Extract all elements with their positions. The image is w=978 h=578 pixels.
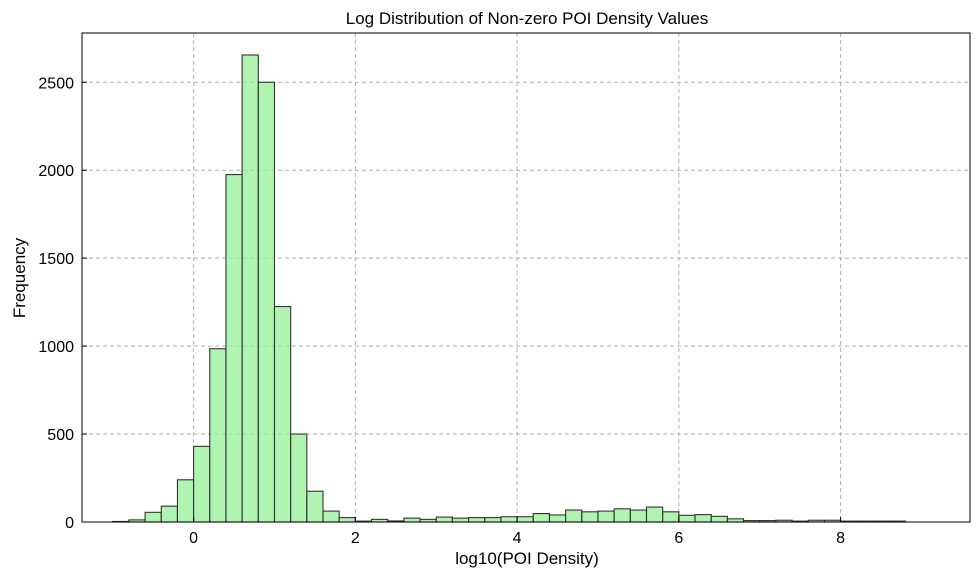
histogram-bar: [662, 511, 680, 523]
histogram-bars: [112, 54, 906, 523]
histogram-bar: [241, 54, 259, 523]
x-tick-label: 0: [189, 530, 198, 547]
x-tick-label: 6: [674, 530, 683, 547]
y-tick-label: 2500: [38, 75, 74, 92]
y-tick-label: 500: [47, 427, 74, 444]
histogram-bar: [629, 509, 648, 523]
histogram-bar: [435, 516, 453, 523]
histogram-bar: [516, 516, 534, 523]
histogram-bar: [209, 348, 227, 523]
histogram-bar: [597, 510, 615, 523]
axis-ticks: 0 2 4 6 8 0 500 1000 1500 2000 2500: [38, 75, 845, 547]
histogram-bar: [160, 505, 178, 523]
histogram-bar: [290, 433, 308, 523]
histogram-bar: [565, 509, 583, 523]
histogram-bar: [322, 510, 340, 523]
histogram-bar: [403, 517, 421, 523]
histogram-bar: [176, 479, 195, 523]
histogram-bar: [645, 506, 664, 523]
histogram-bar: [710, 515, 728, 523]
x-axis-label: log10(POI Density): [455, 549, 599, 568]
y-tick-label: 1500: [38, 251, 74, 268]
histogram-bar: [257, 81, 276, 523]
histogram-bar: [613, 508, 631, 523]
y-tick-label: 2000: [38, 163, 74, 180]
histogram-bar: [678, 514, 696, 523]
histogram-bar: [484, 517, 502, 523]
histogram-bar: [548, 514, 567, 523]
histogram-bar: [193, 445, 211, 523]
y-tick-label: 1000: [38, 339, 74, 356]
histogram-bar: [500, 516, 518, 523]
x-tick-label: 4: [513, 530, 522, 547]
y-axis-label: Frequency: [10, 237, 29, 318]
chart-title: Log Distribution of Non-zero POI Density…: [346, 9, 709, 28]
histogram-bar: [451, 517, 470, 523]
y-tick-label: 0: [65, 515, 74, 532]
plot-frame: [81, 32, 971, 523]
histogram-bar: [338, 517, 356, 523]
histogram-bar: [225, 174, 243, 523]
histogram-bar: [532, 513, 551, 523]
histogram-bar: [273, 305, 292, 523]
histogram-bar: [144, 511, 162, 523]
histogram-bar: [581, 511, 599, 523]
x-tick-label: 2: [351, 530, 360, 547]
histogram-bar: [468, 517, 486, 523]
x-tick-label: 8: [836, 530, 845, 547]
histogram-bar: [694, 514, 712, 523]
histogram-bar: [306, 490, 324, 523]
